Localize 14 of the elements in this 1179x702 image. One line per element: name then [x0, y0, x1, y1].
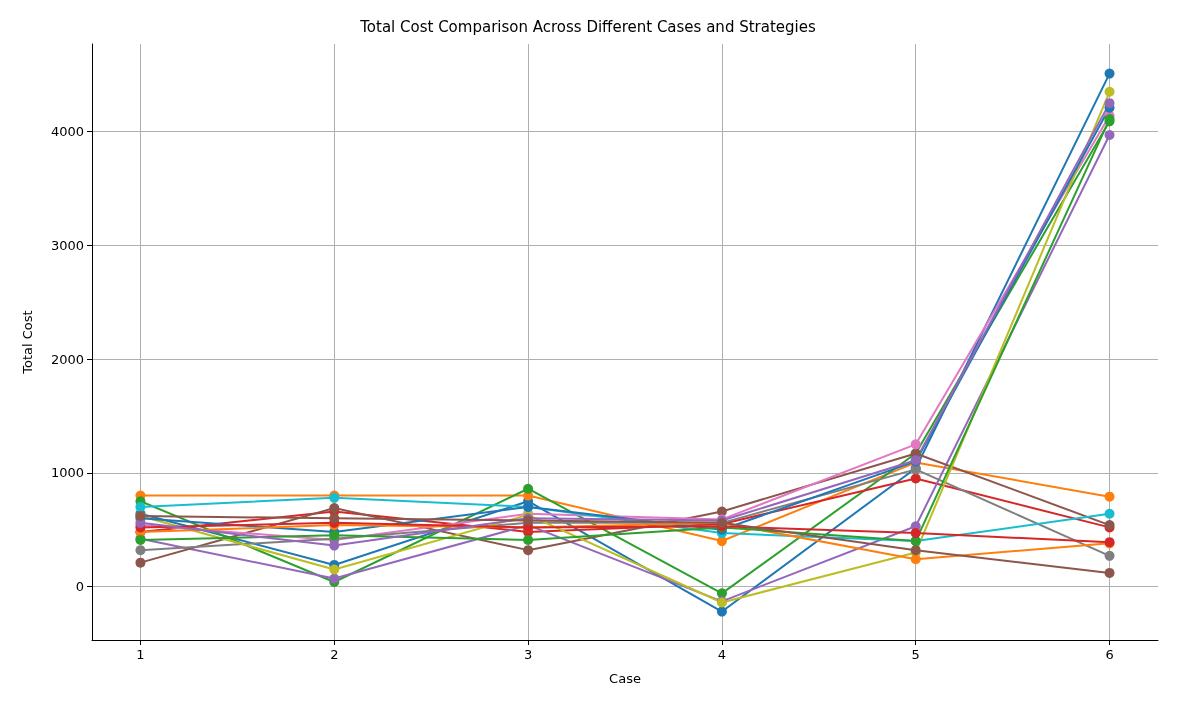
x-tick-label: 2: [330, 647, 339, 662]
y-tick-label: 1000: [50, 465, 84, 481]
y-tick-label: 3000: [50, 237, 84, 253]
chart-title: Total Cost Comparison Across Different Cases and Strategies: [359, 17, 816, 36]
x-tick-label: 1: [136, 647, 145, 662]
x-tick-label: 5: [911, 647, 920, 662]
x-tick-label: 4: [717, 647, 727, 662]
y-tick-label: 4000: [50, 124, 84, 140]
x-tick-label: 6: [1105, 647, 1114, 662]
x-axis-title: Case: [609, 671, 641, 686]
x-tick-label: 3: [523, 647, 533, 662]
y-tick-label: 2000: [50, 351, 84, 367]
y-axis-title: Total Cost: [20, 310, 35, 375]
y-tick-label: 0: [75, 579, 84, 595]
